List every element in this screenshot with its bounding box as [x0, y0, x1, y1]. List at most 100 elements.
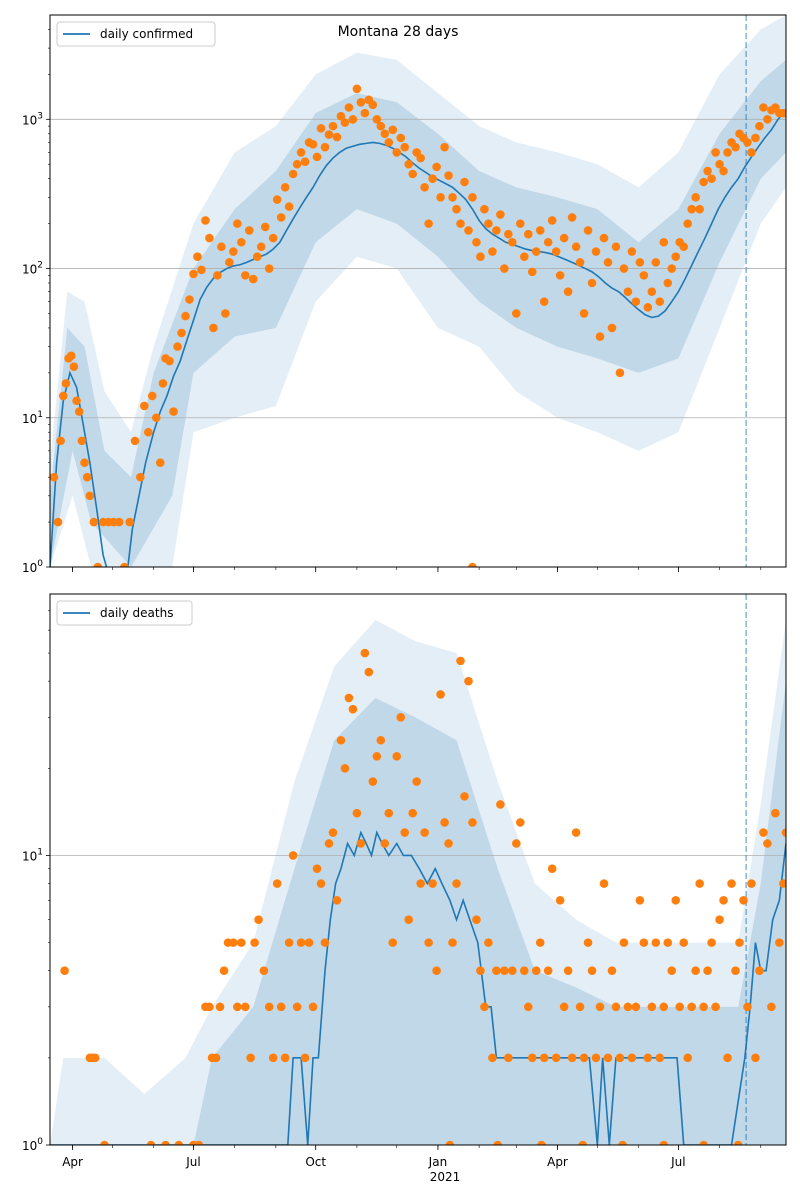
data-point	[563, 287, 573, 296]
data-point	[781, 828, 786, 837]
data-point	[771, 808, 780, 818]
data-point	[603, 258, 613, 267]
data-point	[288, 851, 298, 860]
data-point	[715, 915, 724, 925]
data-point	[663, 278, 673, 288]
data-point	[591, 247, 601, 256]
data-point	[555, 271, 565, 280]
data-point	[440, 142, 449, 152]
data-point	[332, 896, 342, 905]
data-point	[659, 1002, 669, 1012]
legend-box-1	[56, 600, 193, 626]
data-point	[607, 323, 617, 333]
data-point	[336, 111, 346, 121]
y-tick-label: 101	[22, 410, 43, 426]
data-point	[72, 396, 81, 406]
data-point	[755, 966, 764, 975]
data-point	[316, 124, 326, 133]
data-point	[340, 118, 350, 127]
data-point	[691, 966, 700, 975]
data-point	[380, 839, 390, 848]
data-point	[504, 229, 513, 239]
data-point	[468, 562, 477, 567]
data-point	[452, 879, 461, 888]
data-point	[146, 1140, 156, 1145]
data-point	[563, 966, 573, 975]
data-point	[233, 1002, 242, 1012]
data-point	[229, 938, 238, 947]
data-point	[515, 818, 525, 827]
data-point	[211, 1053, 221, 1063]
data-point	[635, 258, 645, 267]
data-point	[233, 219, 242, 228]
data-point	[60, 966, 69, 975]
data-point	[575, 1002, 585, 1012]
data-point	[320, 938, 330, 947]
data-point	[699, 1140, 708, 1145]
data-point	[177, 328, 186, 338]
x-tick-label: Jul	[670, 1155, 685, 1169]
y-tick-label: 100	[22, 559, 43, 575]
data-point	[631, 1002, 641, 1012]
data-point	[480, 1002, 489, 1012]
data-point	[424, 938, 433, 947]
data-point	[448, 938, 457, 947]
data-point	[264, 1002, 274, 1012]
data-point	[308, 1002, 318, 1012]
data-point	[296, 938, 306, 947]
data-point	[472, 237, 481, 247]
data-point	[225, 258, 234, 267]
data-point	[647, 287, 657, 296]
data-point	[189, 269, 198, 279]
data-point	[147, 391, 157, 401]
data-point	[308, 140, 318, 149]
data-point	[687, 204, 696, 214]
data-point	[527, 1053, 537, 1063]
data-point	[707, 938, 716, 947]
plot-area-1	[50, 594, 786, 1145]
data-point	[416, 153, 425, 163]
data-point	[703, 966, 712, 975]
data-point	[181, 311, 190, 321]
data-point	[69, 362, 79, 371]
data-point	[82, 472, 92, 482]
data-point	[376, 121, 386, 131]
data-point	[611, 242, 621, 252]
data-point	[667, 966, 677, 975]
data-point	[468, 818, 477, 827]
data-point	[268, 233, 278, 243]
data-point	[215, 1002, 225, 1012]
data-point	[519, 252, 529, 262]
data-point	[599, 233, 609, 243]
data-point	[320, 142, 330, 152]
data-point	[547, 864, 557, 874]
data-point	[240, 271, 250, 280]
data-point	[93, 562, 103, 567]
data-point	[523, 229, 533, 239]
data-point	[250, 938, 259, 947]
data-point	[436, 690, 445, 699]
axes-frame-0	[49, 14, 787, 568]
data-point	[531, 966, 541, 975]
data-point	[663, 938, 673, 947]
data-point	[412, 777, 421, 786]
data-point	[328, 121, 338, 131]
x-tick-label: Apr	[547, 1155, 568, 1169]
data-point	[464, 676, 473, 686]
data-point	[158, 379, 168, 388]
data-point	[259, 966, 269, 975]
x-tick-label: Oct	[305, 1155, 326, 1169]
data-point	[775, 938, 784, 947]
data-point	[623, 1002, 633, 1012]
data-point	[488, 1053, 497, 1063]
data-point	[364, 667, 374, 677]
data-point	[671, 252, 681, 262]
data-point	[356, 839, 366, 848]
data-point	[460, 177, 469, 187]
data-point	[496, 210, 505, 219]
data-point	[607, 966, 617, 975]
data-point	[296, 148, 306, 157]
data-point	[388, 938, 398, 947]
data-point	[264, 264, 274, 273]
data-point	[284, 202, 294, 211]
